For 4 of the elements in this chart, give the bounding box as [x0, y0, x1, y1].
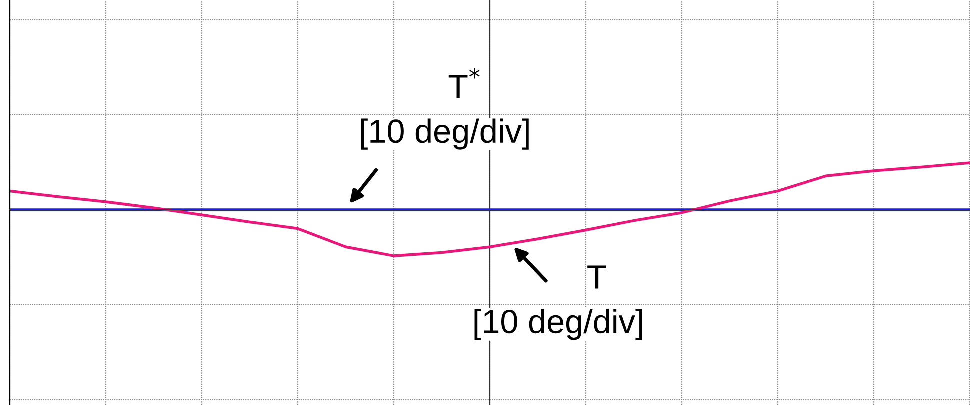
text: T$^{*}$: [448, 68, 480, 98]
text: [10 deg/div]: [474, 309, 642, 340]
text: [10 deg/div]: [361, 118, 529, 150]
text: T: [588, 266, 606, 289]
